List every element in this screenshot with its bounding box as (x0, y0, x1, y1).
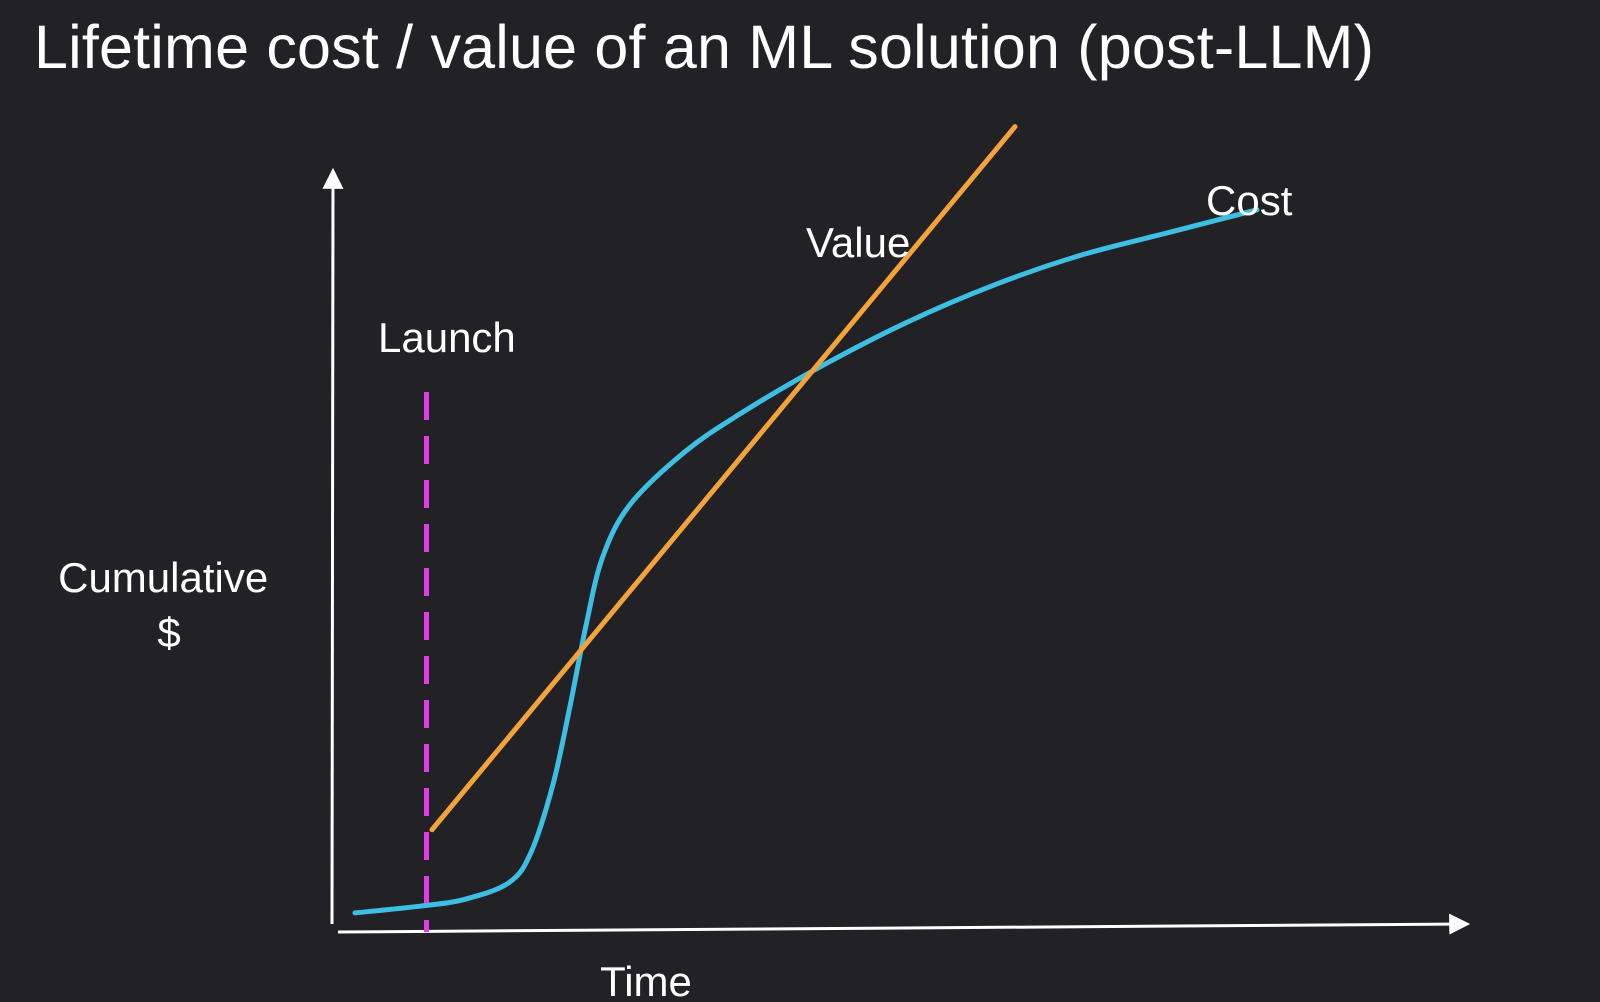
y-axis (322, 167, 344, 925)
y-axis-label: Cumulative $ (58, 554, 280, 656)
cost-series-label: Cost (1206, 177, 1293, 224)
cost-line (352, 207, 1260, 916)
axes (322, 167, 1471, 935)
x-axis (337, 913, 1471, 935)
y-axis-label-line-2: $ (157, 609, 180, 656)
value-series-label: Value (806, 219, 910, 266)
value-line (429, 124, 1018, 833)
plot-area: Launch Cost Value (352, 124, 1293, 932)
slide-title: Lifetime cost / value of an ML solution … (34, 13, 1375, 81)
launch-label: Launch (378, 314, 516, 361)
y-axis-label-line-1: Cumulative (58, 554, 268, 601)
x-axis-label: Time (600, 958, 692, 1002)
